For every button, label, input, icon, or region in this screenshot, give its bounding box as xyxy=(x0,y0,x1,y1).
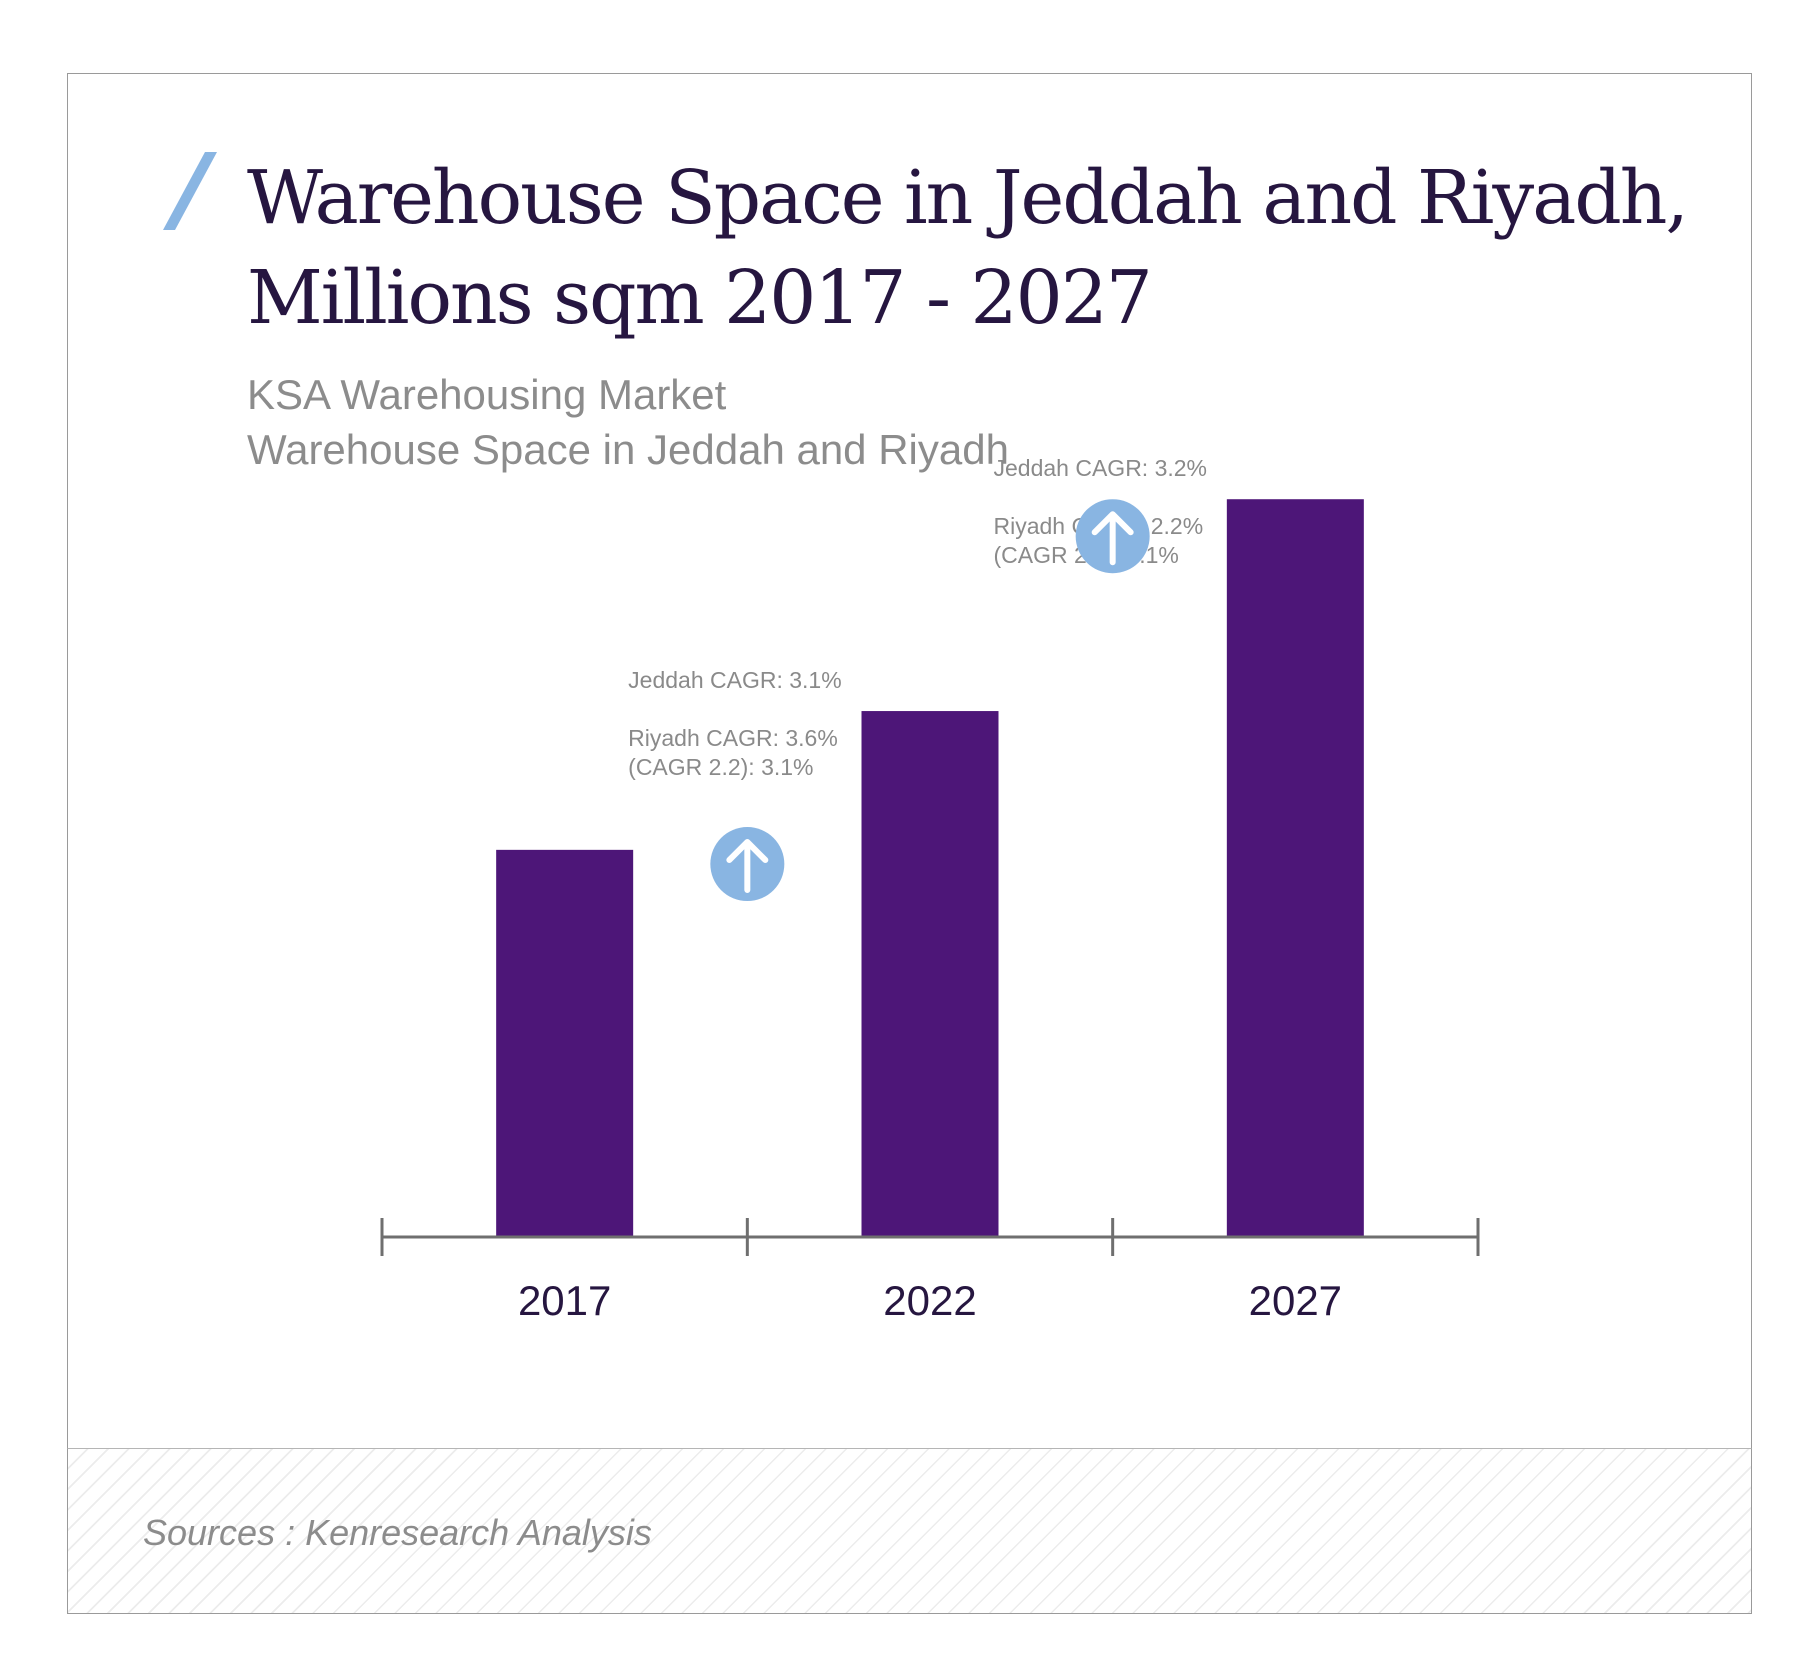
x-tick-label-2017: 2017 xyxy=(518,1277,611,1324)
title-accent-slash xyxy=(163,152,217,230)
source-footer xyxy=(67,1448,1752,1614)
cagr-annotation-2-line-1: Jeddah CAGR: 3.2% xyxy=(994,455,1208,481)
chart-subtitle: KSA Warehousing Market Warehouse Space i… xyxy=(247,367,1009,477)
chart-title-line-2: Millions sqm 2017 - 2027 xyxy=(247,255,1153,341)
chart-subtitle-line-1: KSA Warehousing Market xyxy=(247,371,727,418)
source-note: Sources : Kenresearch Analysis xyxy=(143,1512,652,1553)
chart-title-line-1: Warehouse Space in Jeddah and Riyadh, xyxy=(247,155,1689,241)
chart-subtitle-line-2: Warehouse Space in Jeddah and Riyadh xyxy=(247,426,1009,473)
up-arrow-circle-icon xyxy=(1075,499,1150,574)
x-tick-label-2022: 2022 xyxy=(883,1277,976,1324)
bar-2017 xyxy=(496,849,634,1237)
cagr-annotation-1-line-2: Riyadh CAGR: 3.6% xyxy=(628,725,838,751)
chart-title: Warehouse Space in Jeddah and Riyadh, Mi… xyxy=(247,148,1689,348)
cagr-annotation-1-line-1: Jeddah CAGR: 3.1% xyxy=(628,667,842,693)
bar-2027 xyxy=(1226,499,1364,1237)
bar-2022 xyxy=(861,711,999,1237)
cagr-annotation-1-line-3: (CAGR 2.2): 3.1% xyxy=(628,754,813,780)
up-arrow-circle-icon xyxy=(710,827,785,902)
x-tick-label-2027: 2027 xyxy=(1249,1277,1342,1324)
